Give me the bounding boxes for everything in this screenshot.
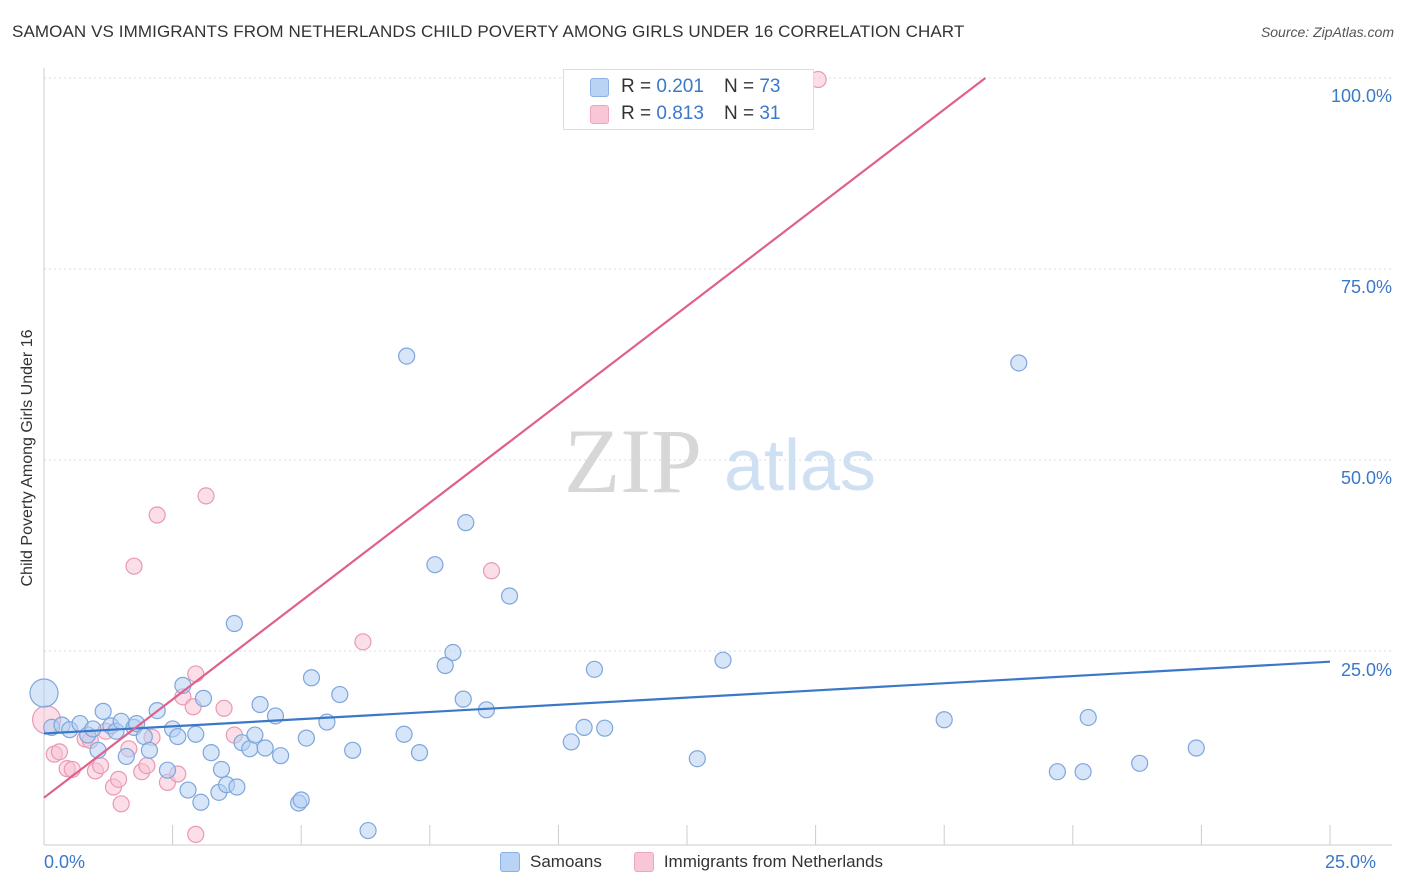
netherlands-point [354, 633, 372, 651]
samoans-point [272, 747, 290, 765]
samoans-point [457, 514, 475, 532]
samoans-point [1048, 763, 1066, 781]
watermark-zip: ZIP [564, 410, 702, 512]
samoans-point [444, 643, 462, 662]
netherlands-legend-label: Immigrants from Netherlands [663, 852, 884, 871]
netherlands-point [148, 506, 166, 524]
netherlands-point [125, 557, 143, 575]
samoans-point [302, 669, 321, 687]
trend-lines [43, 77, 1331, 799]
samoans-point [585, 660, 604, 678]
netherlands-point [215, 699, 233, 717]
netherlands-point [138, 756, 156, 775]
netherlands-legend-swatch [633, 852, 654, 872]
samoans-point [179, 781, 197, 799]
samoans-point [192, 793, 210, 811]
samoans-point [251, 695, 269, 714]
legend-item-samoans[interactable]: Samoans [500, 852, 602, 872]
netherlands-r-value: 0.813 [656, 103, 704, 124]
samoans-point [500, 587, 519, 605]
legend-item-netherlands[interactable]: Immigrants from Netherlands [633, 852, 884, 872]
n-label: N = [723, 103, 755, 124]
samoans-legend-label: Samoans [530, 852, 602, 871]
samoans-point [410, 744, 429, 762]
samoans-point [228, 778, 246, 796]
series-legend: Samoans Immigrants from Netherlands [500, 852, 915, 872]
netherlands-point [50, 743, 69, 761]
netherlands-swatch [590, 104, 609, 124]
samoans-swatch [590, 77, 609, 97]
netherlands-points [31, 70, 827, 843]
samoans-point [84, 720, 102, 738]
samoans-point [344, 741, 362, 759]
netherlands-point [187, 665, 205, 683]
samoans-point [1010, 354, 1028, 372]
samoans-point [454, 690, 472, 708]
samoans-point [117, 747, 135, 766]
samoans-trend-line [43, 660, 1331, 735]
samoans-point [29, 678, 59, 708]
samoans-point [395, 725, 413, 743]
correlation-legend: R = 0.201 N = 73 R = 0.813 N = 31 [563, 69, 814, 130]
source-label: Source: ZipAtlas.com [1260, 24, 1394, 40]
y-tick-75: 75.0% [1340, 277, 1392, 297]
n-label: N = [723, 76, 755, 97]
samoans-point [1131, 754, 1149, 772]
samoans-n-value: 73 [759, 76, 781, 97]
axes [43, 68, 1392, 846]
samoans-point [688, 750, 706, 768]
samoans-point [246, 726, 264, 744]
gridlines [44, 77, 1392, 652]
samoans-point [202, 744, 220, 762]
samoans-point [436, 656, 454, 675]
netherlands-point [109, 770, 128, 788]
samoans-point [575, 718, 593, 737]
samoans-point [297, 729, 315, 747]
legend-row-samoans: R = 0.201 N = 73 [590, 74, 780, 100]
samoans-point [714, 651, 732, 669]
y-tick-50: 50.0% [1340, 468, 1392, 488]
samoans-point [292, 791, 310, 809]
samoans-r-value: 0.201 [656, 76, 704, 97]
netherlands-point [482, 562, 501, 580]
samoans-point [935, 711, 953, 729]
watermark-atlas: atlas [724, 426, 876, 506]
samoans-point [194, 689, 213, 707]
samoans-point [1074, 763, 1092, 781]
samoans-point [169, 727, 187, 746]
samoans-point [158, 761, 177, 779]
legend-row-netherlands: R = 0.813 N = 31 [590, 101, 780, 127]
r-label: R = [621, 103, 652, 124]
netherlands-n-value: 31 [759, 103, 781, 124]
samoans-point [562, 733, 580, 751]
samoans-point [225, 614, 243, 633]
samoans-point [140, 741, 159, 759]
samoans-point [187, 725, 205, 743]
x-tick-min: 0.0% [44, 852, 86, 872]
netherlands-point [197, 487, 215, 505]
samoans-point [398, 347, 416, 365]
samoans-point [94, 702, 112, 720]
netherlands-point [187, 825, 205, 843]
chart-title: SAMOAN VS IMMIGRANTS FROM NETHERLANDS CH… [12, 22, 965, 41]
samoans-point [331, 685, 349, 704]
samoans-point [212, 760, 231, 779]
y-tick-100: 100.0% [1330, 86, 1392, 106]
r-label: R = [621, 76, 652, 97]
y-tick-25: 25.0% [1340, 660, 1392, 680]
netherlands-point [112, 795, 130, 813]
samoans-point [596, 719, 614, 737]
samoans-point [426, 556, 444, 574]
samoans-point [1187, 739, 1205, 757]
samoans-point [1079, 708, 1097, 727]
samoans-point [256, 739, 274, 757]
x-tick-max: 25.0% [1325, 852, 1377, 872]
samoans-legend-swatch [500, 852, 520, 872]
netherlands-trend-line [43, 77, 987, 799]
samoans-point [359, 821, 377, 840]
